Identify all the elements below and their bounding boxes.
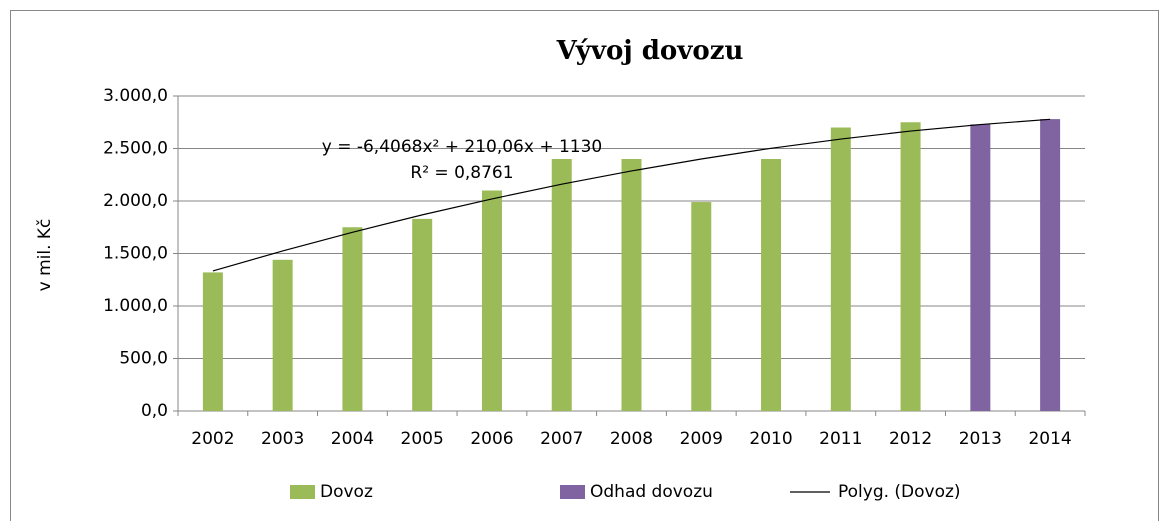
bar bbox=[761, 159, 782, 411]
bar bbox=[272, 259, 293, 411]
x-tick-label: 2011 bbox=[819, 429, 862, 449]
x-tick-label: 2004 bbox=[331, 429, 374, 449]
bar bbox=[970, 124, 991, 411]
y-tick-label: 1.000,0 bbox=[103, 296, 168, 316]
bar bbox=[900, 122, 921, 411]
x-tick-label: 2002 bbox=[191, 429, 234, 449]
bar bbox=[621, 159, 642, 411]
bar bbox=[412, 218, 433, 411]
y-tick-label: 3.000,0 bbox=[103, 86, 168, 106]
y-tick-label: 2.500,0 bbox=[103, 139, 168, 159]
x-tick-label: 2007 bbox=[540, 429, 583, 449]
bar bbox=[830, 127, 851, 411]
legend-label: Dovoz bbox=[320, 482, 373, 502]
annotation: R² = 0,8761 bbox=[410, 163, 513, 183]
x-tick-label: 2006 bbox=[470, 429, 513, 449]
legend-swatch bbox=[560, 485, 585, 499]
legend-swatch bbox=[290, 485, 315, 499]
y-tick-label: 500,0 bbox=[119, 349, 168, 369]
bar bbox=[551, 159, 572, 411]
bar bbox=[691, 202, 712, 411]
legend-label: Odhad dovozu bbox=[590, 482, 713, 502]
bar bbox=[202, 272, 223, 411]
y-tick-label: 0,0 bbox=[141, 401, 168, 421]
x-tick-label: 2005 bbox=[401, 429, 444, 449]
chart-title: Vývoj dovozu bbox=[556, 36, 744, 66]
x-tick-label: 2010 bbox=[749, 429, 792, 449]
bar bbox=[481, 190, 502, 411]
x-tick-label: 2013 bbox=[959, 429, 1002, 449]
x-tick-label: 2009 bbox=[680, 429, 723, 449]
annotation: y = -6,4068x² + 210,06x + 1130 bbox=[322, 137, 603, 157]
x-tick-label: 2014 bbox=[1028, 429, 1071, 449]
x-tick-label: 2008 bbox=[610, 429, 653, 449]
y-axis-label: v mil. Kč bbox=[35, 219, 55, 292]
trend-line bbox=[212, 118, 1051, 272]
x-tick-label: 2012 bbox=[889, 429, 932, 449]
bar bbox=[342, 227, 363, 411]
legend-label: Polyg. (Dovoz) bbox=[838, 482, 961, 502]
bar bbox=[1040, 119, 1061, 411]
x-tick-label: 2003 bbox=[261, 429, 304, 449]
y-tick-label: 1.500,0 bbox=[103, 244, 168, 264]
y-tick-label: 2.000,0 bbox=[103, 191, 168, 211]
